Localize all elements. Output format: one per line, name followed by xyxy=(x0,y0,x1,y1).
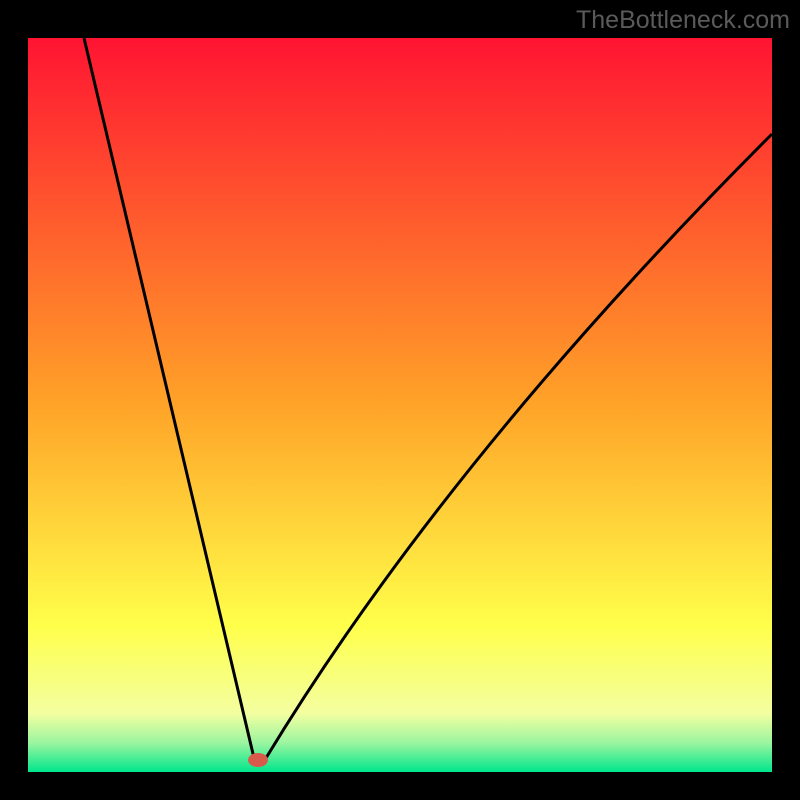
chart-container: TheBottleneck.com xyxy=(0,0,800,800)
curve-right-branch xyxy=(266,134,772,758)
optimum-marker xyxy=(248,753,268,767)
curve-left-branch xyxy=(84,38,254,758)
plot-area xyxy=(28,38,772,772)
watermark-text: TheBottleneck.com xyxy=(576,6,790,35)
bottleneck-curve xyxy=(28,38,772,772)
